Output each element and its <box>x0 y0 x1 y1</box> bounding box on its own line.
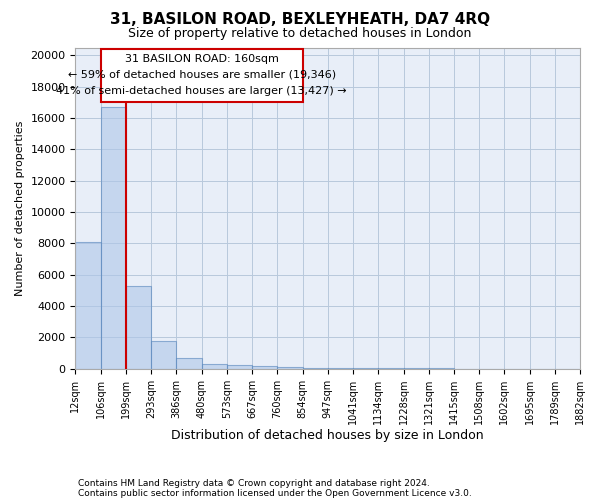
Text: Contains public sector information licensed under the Open Government Licence v3: Contains public sector information licen… <box>78 488 472 498</box>
Text: ← 59% of detached houses are smaller (19,346): ← 59% of detached houses are smaller (19… <box>68 70 336 80</box>
Bar <box>202 364 227 368</box>
Text: Size of property relative to detached houses in London: Size of property relative to detached ho… <box>128 28 472 40</box>
Bar <box>277 367 302 368</box>
Bar <box>252 366 277 368</box>
Bar <box>176 358 202 368</box>
Bar <box>101 107 126 368</box>
X-axis label: Distribution of detached houses by size in London: Distribution of detached houses by size … <box>172 430 484 442</box>
Bar <box>76 242 101 368</box>
Text: 41% of semi-detached houses are larger (13,427) →: 41% of semi-detached houses are larger (… <box>56 86 347 96</box>
Bar <box>126 286 151 368</box>
Y-axis label: Number of detached properties: Number of detached properties <box>15 120 25 296</box>
Text: 31 BASILON ROAD: 160sqm: 31 BASILON ROAD: 160sqm <box>125 54 278 64</box>
Bar <box>227 365 252 368</box>
Bar <box>101 49 302 102</box>
Text: 31, BASILON ROAD, BEXLEYHEATH, DA7 4RQ: 31, BASILON ROAD, BEXLEYHEATH, DA7 4RQ <box>110 12 490 28</box>
Text: Contains HM Land Registry data © Crown copyright and database right 2024.: Contains HM Land Registry data © Crown c… <box>78 478 430 488</box>
Bar <box>151 342 176 368</box>
